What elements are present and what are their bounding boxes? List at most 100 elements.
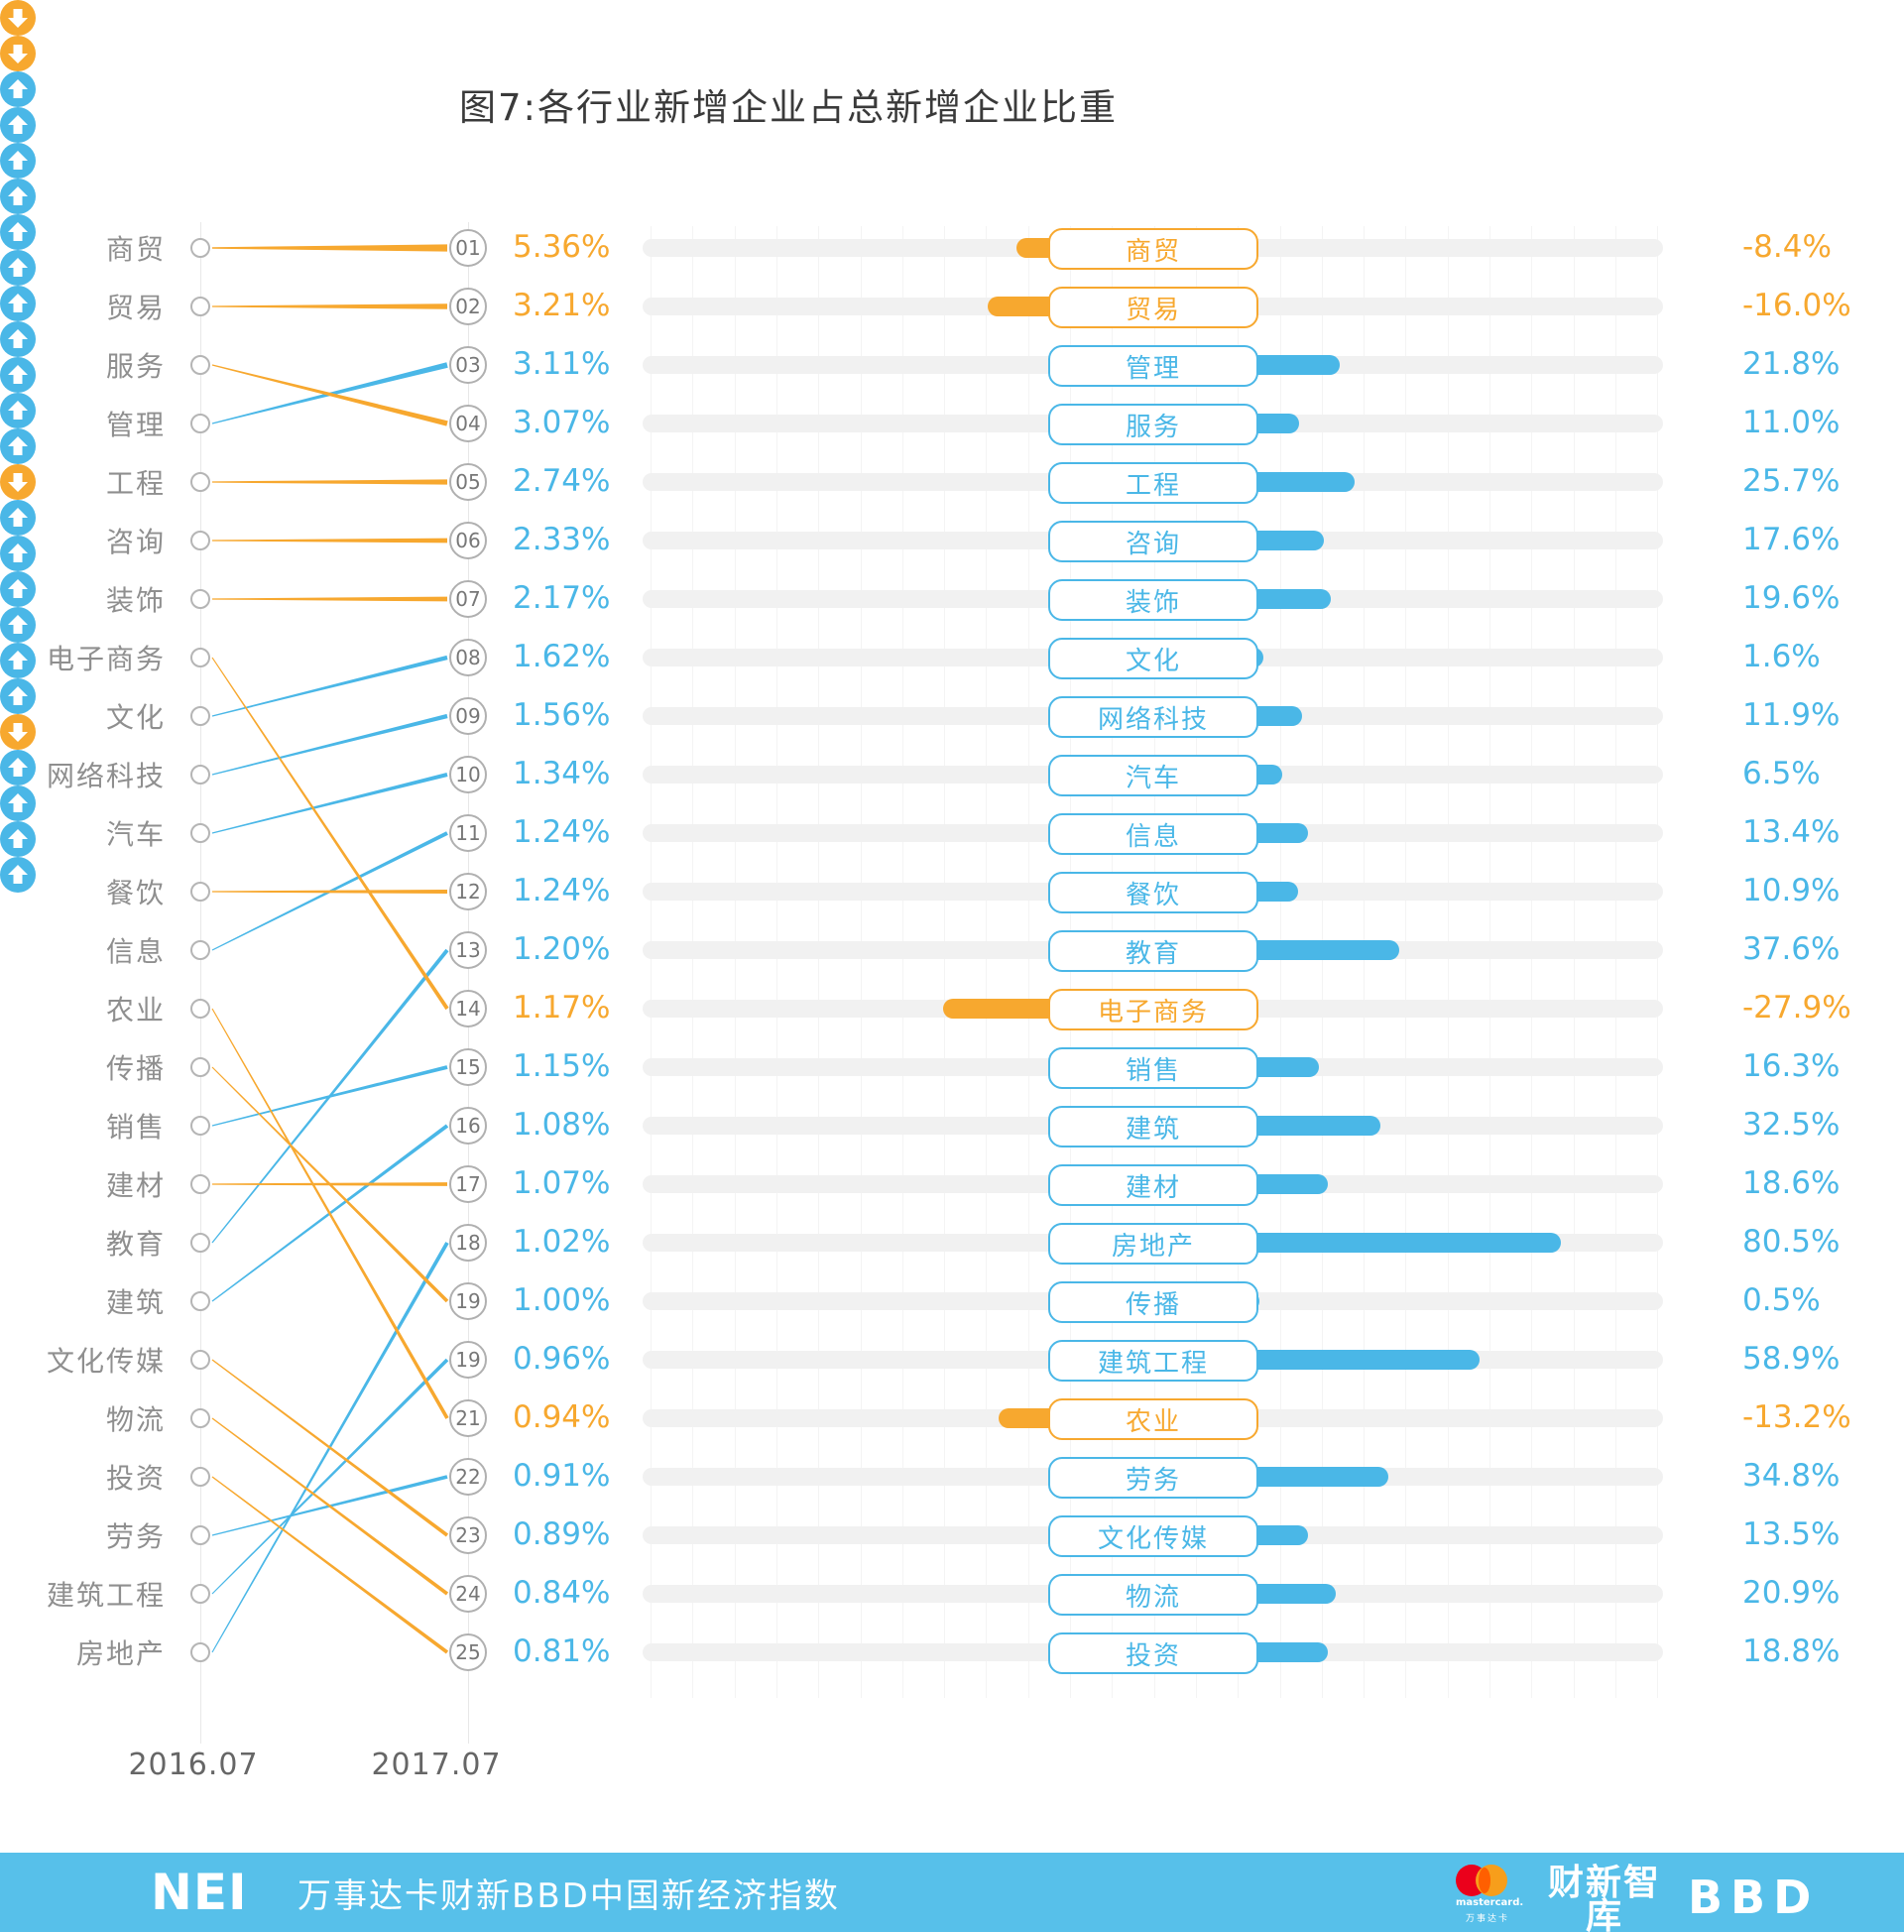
industry-label-2016: 建材 bbox=[105, 1169, 166, 1202]
up-arrow-icon bbox=[0, 214, 36, 250]
slope-line-劳务 bbox=[211, 1475, 448, 1536]
footer-bar: NEI 万事达卡财新BBD中国新经济指数 mastercard. 万事达卡 财新… bbox=[0, 1853, 1904, 1932]
up-arrow-icon bbox=[0, 821, 36, 857]
down-arrow-icon bbox=[0, 36, 36, 71]
rank-dot-2016 bbox=[190, 823, 210, 843]
industry-label-2016: 物流 bbox=[105, 1403, 166, 1436]
chart-gridline bbox=[1364, 226, 1366, 1698]
industry-pill: 工程 bbox=[1048, 462, 1258, 504]
rank-circle-2017: 13 bbox=[449, 931, 487, 969]
share-value: 0.84% bbox=[513, 1575, 611, 1611]
rank-circle-2017: 19 bbox=[449, 1282, 487, 1320]
slope-line-餐饮 bbox=[212, 890, 447, 894]
caixin-logo-text: 财新智库 bbox=[1547, 1863, 1661, 1932]
down-arrow-icon bbox=[0, 464, 36, 500]
share-value: 3.21% bbox=[513, 288, 611, 323]
rank-circle-2017: 21 bbox=[449, 1399, 487, 1437]
share-value: 3.11% bbox=[513, 346, 611, 382]
rank-circle-2017: 25 bbox=[449, 1633, 487, 1671]
up-arrow-icon bbox=[0, 536, 36, 571]
axis-label-2016: 2016.07 bbox=[128, 1748, 259, 1782]
chart-gridline bbox=[1447, 226, 1449, 1698]
industry-label-2016: 建筑工程 bbox=[46, 1579, 166, 1612]
rank-circle-2017: 17 bbox=[449, 1165, 487, 1203]
industry-label-2016: 投资 bbox=[105, 1462, 166, 1495]
change-value: 0.5% bbox=[1742, 1282, 1821, 1318]
industry-label-2016: 工程 bbox=[105, 467, 166, 500]
chart-gridline bbox=[1657, 226, 1659, 1698]
rank-dot-2016 bbox=[190, 1467, 210, 1487]
slope-line-传播 bbox=[211, 1066, 449, 1303]
change-value: 13.4% bbox=[1742, 814, 1841, 850]
industry-pill: 电子商务 bbox=[1048, 989, 1258, 1030]
industry-pill: 传播 bbox=[1048, 1281, 1258, 1323]
change-value: 1.6% bbox=[1742, 639, 1821, 674]
share-value: 0.91% bbox=[513, 1458, 611, 1494]
industry-label-2016: 教育 bbox=[105, 1228, 166, 1261]
up-arrow-icon bbox=[0, 393, 36, 428]
rank-dot-2016 bbox=[190, 589, 210, 609]
industry-label-2016: 农业 bbox=[105, 994, 166, 1026]
rank-circle-2017: 24 bbox=[449, 1575, 487, 1613]
up-arrow-icon bbox=[0, 286, 36, 321]
industry-label-2016: 文化传媒 bbox=[46, 1345, 166, 1378]
industry-pill: 信息 bbox=[1048, 813, 1258, 855]
chart-gridline bbox=[860, 226, 862, 1698]
up-arrow-icon bbox=[0, 179, 36, 214]
rank-dot-2016 bbox=[190, 648, 210, 667]
up-arrow-icon bbox=[0, 71, 36, 107]
industry-pill: 文化 bbox=[1048, 638, 1258, 679]
rank-dot-2016 bbox=[190, 1057, 210, 1077]
mastercard-overlap bbox=[1479, 1868, 1490, 1893]
down-arrow-icon bbox=[0, 0, 36, 36]
rank-dot-2016 bbox=[190, 1116, 210, 1136]
chart-gridline bbox=[1027, 226, 1029, 1698]
industry-pill: 销售 bbox=[1048, 1047, 1258, 1089]
share-value: 0.96% bbox=[513, 1341, 611, 1377]
slope-line-贸易 bbox=[212, 303, 447, 309]
up-arrow-icon bbox=[0, 357, 36, 393]
up-arrow-icon bbox=[0, 678, 36, 714]
industry-pill: 餐饮 bbox=[1048, 872, 1258, 913]
industry-pill: 农业 bbox=[1048, 1398, 1258, 1440]
share-value: 1.00% bbox=[513, 1282, 611, 1318]
rank-circle-2017: 22 bbox=[449, 1458, 487, 1496]
rank-circle-2017: 04 bbox=[449, 405, 487, 442]
industry-label-2016: 网络科技 bbox=[46, 760, 166, 792]
industry-label-2016: 装饰 bbox=[105, 584, 166, 617]
rank-dot-2016 bbox=[190, 1408, 210, 1428]
footer-product-name: 万事达卡财新BBD中国新经济指数 bbox=[298, 1875, 840, 1916]
industry-pill: 服务 bbox=[1048, 404, 1258, 445]
industry-label-2016: 劳务 bbox=[105, 1520, 166, 1553]
change-value: 11.0% bbox=[1742, 405, 1841, 440]
slope-line-网络科技 bbox=[211, 713, 448, 776]
rows-layer: 商贸 01 5.36% 商贸 -8.4% 贸易 02 3.21% 贸易 -16.0% 服务 03 3.1… bbox=[0, 0, 1851, 1674]
industry-pill: 房地产 bbox=[1048, 1223, 1258, 1265]
rank-dot-2016 bbox=[190, 355, 210, 375]
industry-pill: 投资 bbox=[1048, 1632, 1258, 1674]
rank-dot-2016 bbox=[190, 1642, 210, 1662]
slope-line-电子商务 bbox=[211, 657, 449, 1011]
rank-circle-2017: 10 bbox=[449, 756, 487, 793]
rank-dot-2016 bbox=[190, 1350, 210, 1370]
rank-circle-2017: 07 bbox=[449, 580, 487, 618]
industry-label-2016: 传播 bbox=[105, 1052, 166, 1085]
industry-label-2016: 电子商务 bbox=[46, 643, 166, 675]
rank-circle-2017: 03 bbox=[449, 346, 487, 384]
chart-gridline bbox=[692, 226, 694, 1698]
change-value: 16.3% bbox=[1742, 1048, 1841, 1084]
slope-line-管理 bbox=[211, 362, 448, 424]
chart-gridline bbox=[1489, 226, 1490, 1698]
change-value: 20.9% bbox=[1742, 1575, 1841, 1611]
slope-line-销售 bbox=[211, 1065, 448, 1127]
change-value: 37.6% bbox=[1742, 931, 1841, 967]
industry-label-2016: 信息 bbox=[105, 935, 166, 968]
industry-pill: 咨询 bbox=[1048, 521, 1258, 562]
share-value: 0.94% bbox=[513, 1399, 611, 1435]
chart-gridline bbox=[651, 226, 652, 1698]
share-value: 2.17% bbox=[513, 580, 611, 616]
nei-logo: NEI bbox=[151, 1864, 248, 1921]
rank-circle-2017: 15 bbox=[449, 1048, 487, 1086]
industry-pill: 建材 bbox=[1048, 1164, 1258, 1206]
